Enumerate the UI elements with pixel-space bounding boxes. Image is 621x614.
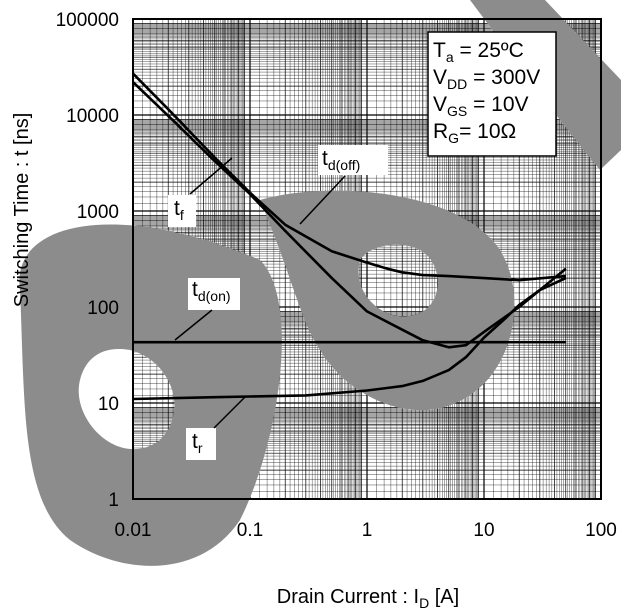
label-tdoff-bg	[318, 145, 388, 175]
label-tr-text: tr	[192, 430, 203, 456]
y-tick-label: 10000	[66, 106, 119, 127]
label-tr-bg	[186, 428, 216, 460]
condition-vgs: VGS = 10V	[433, 93, 529, 119]
label-tdoff-text: td(off)	[322, 147, 360, 173]
y-tick-label: 100000	[56, 10, 119, 31]
label-tf-bg	[168, 195, 196, 227]
series-line-tf	[132, 72, 566, 282]
label-tf: tf	[168, 157, 233, 227]
condition-ta: Ta = 25ºC	[433, 39, 524, 65]
label-tdon-bg	[188, 278, 240, 310]
watermark-shape	[19, 224, 282, 566]
plot-frame	[132, 18, 602, 500]
condition-rg: RG= 10Ω	[433, 120, 516, 146]
y-tick-label: 1000	[77, 202, 119, 223]
x-tick-label: 10	[473, 520, 494, 541]
x-tick-labels: 0.01 0.1 1 10 100	[115, 520, 617, 541]
y-tick-label: 10	[98, 394, 119, 415]
series-line-tdoff	[132, 81, 567, 349]
x-tick-label: 100	[585, 520, 617, 541]
label-tdon-text: td(on)	[192, 278, 231, 304]
series-line-tr	[132, 276, 567, 401]
x-tick-label: 0.1	[237, 520, 263, 541]
condition-vdd: VDD = 300V	[433, 66, 540, 92]
x-tick-label: 1	[362, 520, 373, 541]
label-tdoff-leader	[299, 175, 346, 225]
label-tr-leader	[213, 395, 247, 429]
x-axis-label: Drain Current : ID [A]	[277, 586, 459, 611]
y-tick-label: 1	[108, 490, 119, 511]
conditions-box: Ta = 25ºC VDD = 300V VGS = 10V RG= 10Ω	[427, 31, 557, 157]
label-tr: tr	[186, 395, 247, 460]
y-axis-label: Switching Time : t [ns]	[11, 113, 33, 308]
conditions-frame	[427, 31, 557, 157]
y-tick-label: 100	[87, 298, 119, 319]
label-tf-leader	[189, 157, 233, 195]
x-tick-label: 0.01	[115, 520, 152, 541]
curves	[132, 72, 567, 401]
y-tick-labels: 1 10 100 1000 10000 100000	[56, 10, 119, 511]
label-tf-text: tf	[174, 197, 184, 223]
label-tdon-leader	[174, 309, 213, 341]
label-tdoff: td(off)	[299, 145, 388, 225]
label-tdon: td(on)	[174, 278, 240, 341]
